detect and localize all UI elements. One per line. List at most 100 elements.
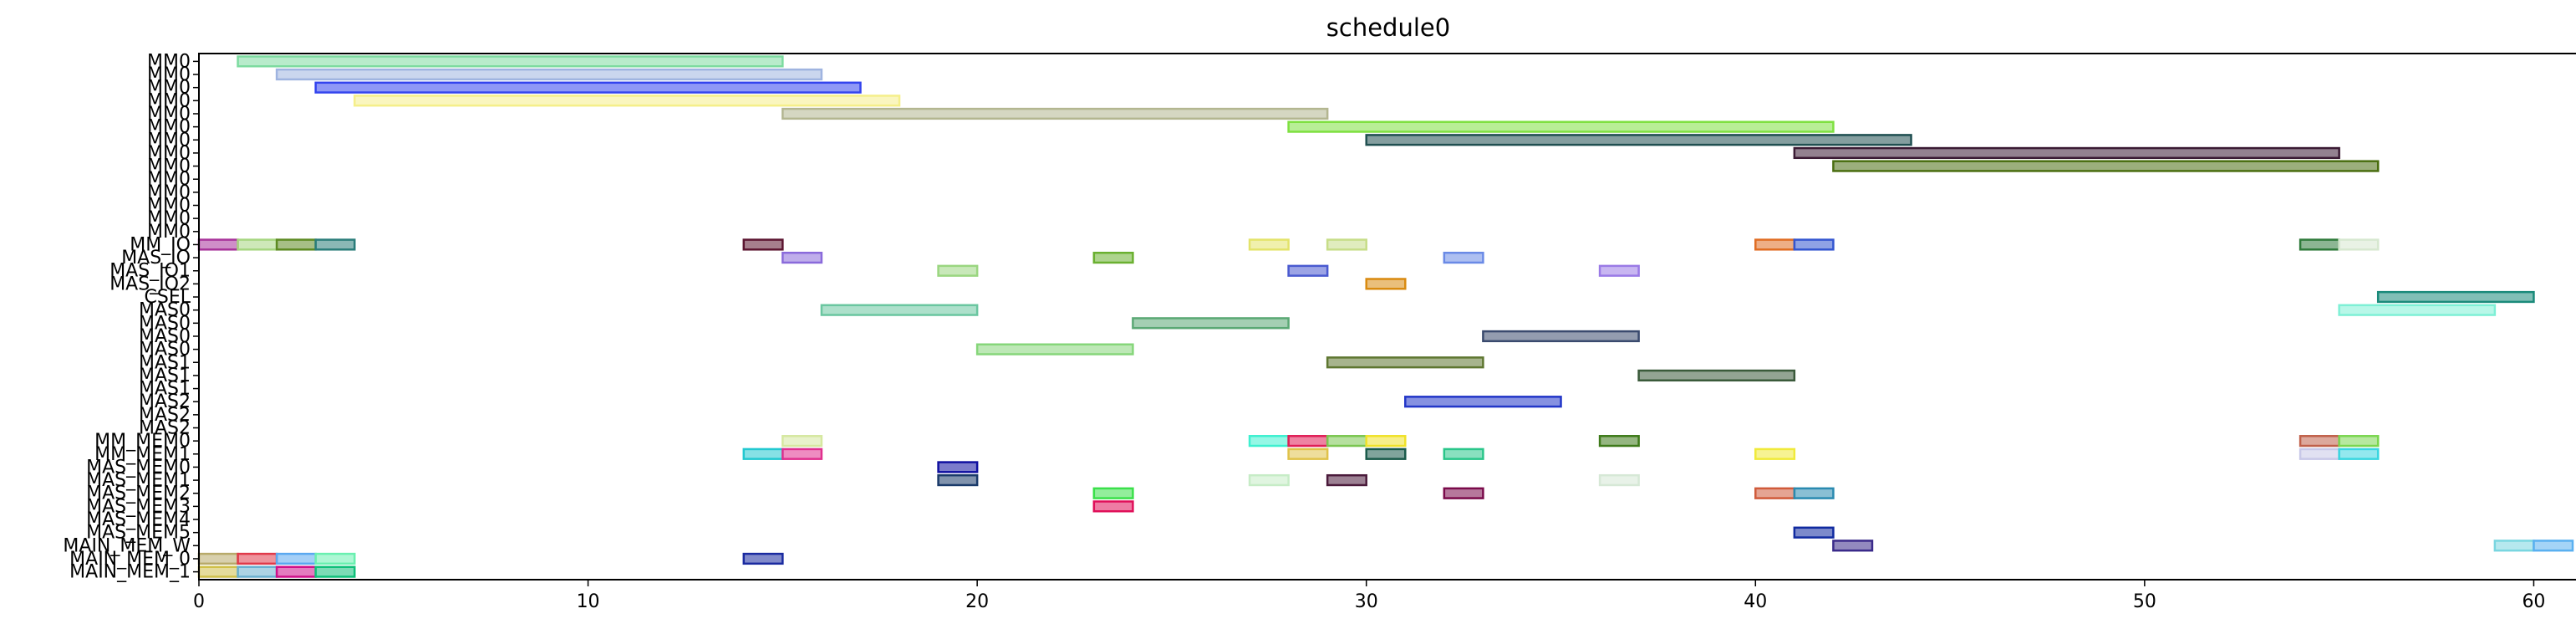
schedule-bar: [1287, 264, 1329, 277]
x-axis: 0 10 20 30 40 50 60: [193, 580, 2545, 612]
schedule-bar: [937, 264, 979, 277]
schedule-bar: [2338, 238, 2380, 251]
schedule-bar: [1832, 160, 2380, 172]
y-tick-label: MM0: [147, 156, 191, 177]
schedule-bar: [2338, 304, 2497, 316]
y-tick-label: MAS2: [139, 391, 191, 412]
y-tick-label: CSEL: [145, 287, 191, 308]
y-tick-label: MM0: [147, 208, 191, 229]
schedule-bar: [314, 81, 862, 94]
schedule-bar: [1248, 473, 1290, 487]
schedule-bar: [1793, 146, 2340, 160]
x-tick-label: 10: [577, 591, 600, 612]
y-tick-label: MAS_MEM4: [86, 509, 191, 530]
schedule-bar: [820, 304, 979, 316]
schedule-bar: [1598, 473, 1640, 487]
x-tick-label: 0: [193, 591, 205, 612]
schedule-bar: [1482, 330, 1640, 343]
schedule-bar: [353, 95, 901, 107]
y-tick-label: MAS0: [139, 326, 191, 347]
schedule-bar: [1443, 487, 1484, 499]
y-tick-label: MM0: [147, 104, 191, 125]
y-tick-label: MAS1: [139, 352, 191, 373]
schedule-bar: [237, 552, 278, 565]
schedule-bar: [937, 461, 979, 473]
schedule-bar: [1754, 238, 1796, 251]
schedule-bar: [1287, 435, 1329, 448]
schedule-bar: [1793, 526, 1835, 539]
schedule-bar: [975, 343, 1134, 355]
x-tick-label: 50: [2133, 591, 2156, 612]
schedule-bar: [742, 552, 784, 565]
schedule-bar: [1248, 238, 1290, 251]
schedule-bar: [275, 552, 317, 565]
schedule-bar: [742, 238, 784, 251]
schedule-bar: [1092, 251, 1134, 264]
y-tick-label: MM0: [147, 143, 191, 164]
schedule-bar: [1404, 396, 1562, 408]
x-tick-label: 30: [1355, 591, 1378, 612]
schedule-bar: [1754, 448, 1796, 460]
y-tick-label: MAS_IO: [121, 248, 191, 269]
schedule-bar: [1637, 369, 1796, 382]
schedule-bar: [197, 238, 239, 251]
schedule-bar: [197, 552, 239, 565]
schedule-bar: [314, 565, 356, 578]
schedule-bar: [2493, 540, 2535, 552]
schedule-bar: [1287, 448, 1329, 460]
schedule-bar: [1598, 264, 1640, 277]
y-tick-label: MAS_MEM5: [86, 523, 191, 544]
schedule-bar: [1326, 435, 1367, 448]
plot-frame: [198, 53, 2576, 581]
schedule-bar: [1793, 487, 1835, 499]
y-tick-label: MM0: [147, 222, 191, 243]
y-tick-label: MM0: [147, 78, 191, 99]
schedule-bar: [1326, 356, 1484, 369]
schedule-bar: [937, 473, 979, 487]
schedule-bar: [1248, 435, 1290, 448]
y-tick-label: MAIN_MEM_1: [69, 562, 191, 583]
schedule-bar: [1365, 435, 1407, 448]
schedule-bar: [2376, 290, 2535, 304]
y-tick-label: MAS0: [139, 340, 191, 361]
x-tick-label: 20: [965, 591, 989, 612]
schedule-bar: [1326, 238, 1367, 251]
schedule-bar: [1598, 435, 1640, 448]
y-axis: MM0MM0MM0MM0MM0MM0MM0MM0MM0MM0MM0MM0MM0M…: [63, 51, 199, 583]
y-tick-label: MAS1: [139, 366, 191, 386]
y-tick-label: MAS2: [139, 405, 191, 426]
bars-layer: [197, 55, 2574, 578]
schedule-bar: [781, 107, 1329, 120]
y-tick-label: MAIN_MEM_0: [69, 549, 191, 570]
schedule-bar: [1754, 487, 1796, 499]
y-tick-label: MAS0: [139, 300, 191, 321]
y-tick-label: MM_MEM0: [94, 431, 191, 452]
schedule-bar: [2338, 435, 2380, 448]
y-tick-label: MM_MEM1: [94, 444, 191, 465]
y-tick-label: MM0: [147, 130, 191, 151]
schedule-bar: [237, 55, 784, 68]
schedule-bar: [781, 448, 823, 460]
y-tick-label: MM0: [147, 196, 191, 217]
schedule-bar: [1365, 448, 1407, 460]
schedule-bar: [1132, 317, 1290, 330]
y-tick-label: MM0: [147, 117, 191, 138]
schedule-bar: [742, 448, 784, 460]
schedule-bar: [1365, 134, 1912, 146]
y-tick-label: MAS_IO2: [109, 274, 191, 294]
y-tick-label: MM_IO: [130, 234, 191, 255]
schedule-bar: [2299, 448, 2340, 460]
schedule-bar: [2533, 540, 2574, 552]
y-tick-label: MAS1: [139, 379, 191, 400]
schedule-bar: [1365, 278, 1407, 290]
schedule-bar: [2338, 448, 2380, 460]
x-tick-label: 40: [1744, 591, 1767, 612]
schedule-bar: [237, 565, 278, 578]
schedule-bar: [1287, 120, 1835, 133]
y-tick-label: MAS_MEM1: [86, 470, 191, 491]
schedule-bar: [2299, 435, 2340, 448]
schedule-bar: [781, 435, 823, 448]
schedule-bar: [275, 238, 317, 251]
schedule-bar: [314, 552, 356, 565]
schedule-bar: [781, 251, 823, 264]
